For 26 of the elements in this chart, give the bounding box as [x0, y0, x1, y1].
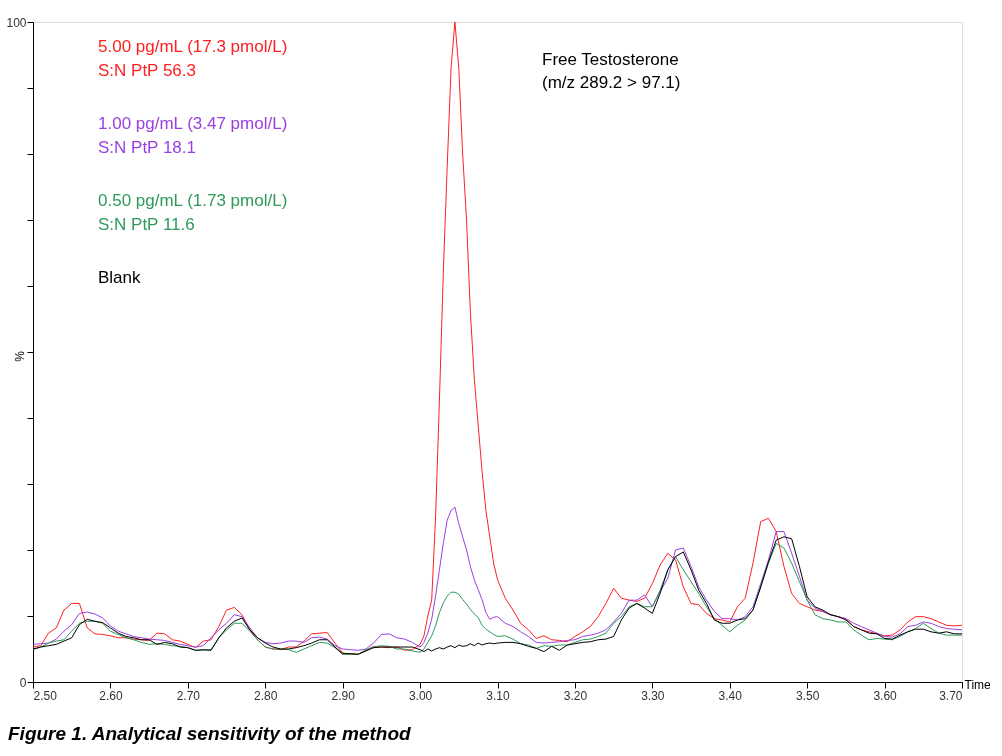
- line-series: [32, 21, 963, 655]
- x-axis-title: Time: [964, 677, 992, 692]
- x-tick-label: 2.70: [176, 688, 201, 703]
- x-tick-label: 3.40: [718, 688, 743, 703]
- x-tick-label: 2.60: [99, 688, 123, 703]
- x-tick-label: 3.00: [408, 688, 433, 703]
- caption: Figure 1. Analytical sensitivity of the method: [8, 723, 411, 744]
- text: Free Testosterone: [542, 50, 679, 69]
- text: Blank: [98, 268, 142, 287]
- line-series: [32, 506, 963, 651]
- x-tick-label: 2.80: [254, 688, 278, 703]
- y-tick-label: 100: [6, 15, 27, 30]
- text: 5.00 pg/mL (17.3 pmol/L) S:N PtP 56.3: [98, 37, 288, 80]
- y-axis-title: %: [12, 350, 27, 362]
- text: 0.50 pg/mL (1.73 pmol/L) S:N PtP 11.6: [98, 191, 288, 234]
- x-tick-label: 3.50: [795, 688, 820, 703]
- text: 1.00 pg/mL (3.47 pmol/L) S:N PtP 18.1: [98, 114, 288, 157]
- x-tick-label: 2.50: [33, 688, 58, 703]
- x-tick-label: 2.90: [331, 688, 356, 703]
- x-tick-label: 3.60: [873, 688, 898, 703]
- x-tick-label: 3.20: [563, 688, 588, 703]
- y-tick-label: 0: [19, 675, 27, 690]
- x-tick-label: 3.70: [939, 688, 963, 703]
- x-tick-label: 3.10: [486, 688, 510, 703]
- text: (m/z 289.2 > 97.1): [542, 73, 681, 92]
- x-tick-label: 3.30: [641, 688, 665, 703]
